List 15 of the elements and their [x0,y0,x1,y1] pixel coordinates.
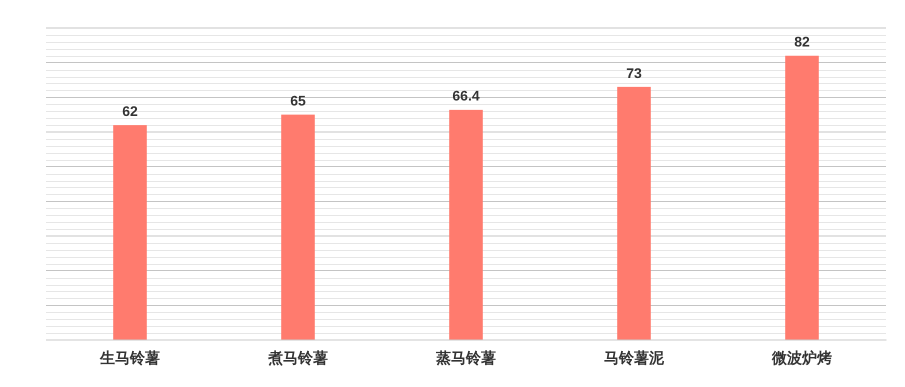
data-label: 73 [626,64,642,81]
bar [281,114,315,340]
x-tick-label: 煮马铃薯 [267,348,328,367]
bar [785,56,819,340]
data-label: 62 [122,102,138,119]
x-tick-label: 生马铃薯 [99,348,160,367]
bar [113,125,147,340]
x-tick-label: 马铃薯泥 [604,348,665,367]
data-label: 65 [290,92,306,109]
bar [617,86,651,340]
x-tick-label: 蒸马铃薯 [435,348,496,367]
data-label: 66.4 [452,88,480,104]
bar [449,110,483,340]
data-label: 82 [794,34,810,50]
x-tick-label: 微波炉烤 [771,348,832,367]
